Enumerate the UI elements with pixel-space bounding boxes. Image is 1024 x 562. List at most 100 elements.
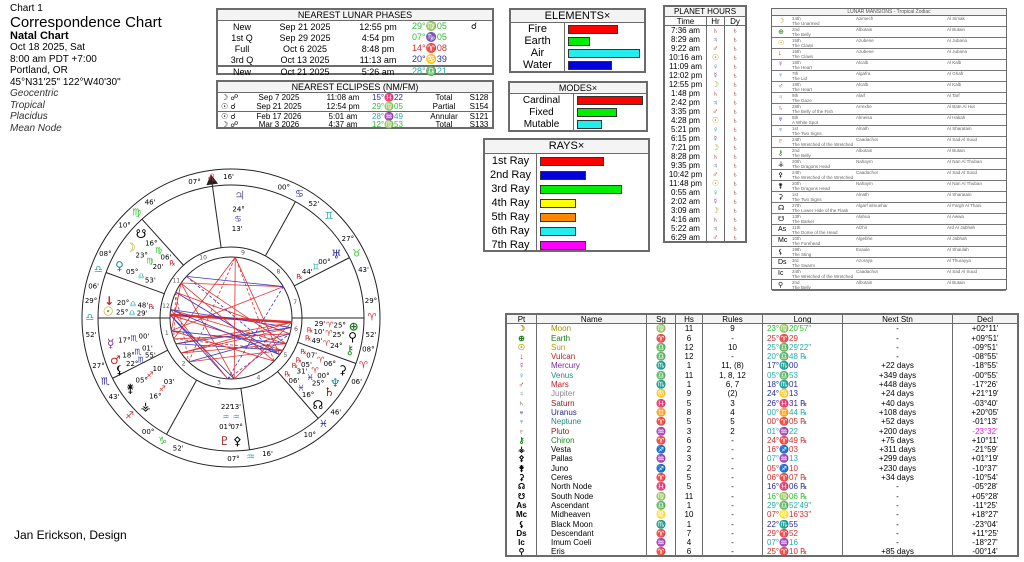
planet-row[interactable]: ⚶ Vesta ♐ 2-16°♐03 +311 days -21°59' [507,445,1017,455]
planet-minutes: 44' [302,268,313,276]
planet-row[interactable]: ♆ Neptune ♈ 5 5 00°♈05 ℞ +52 days -01°13' [507,417,1017,427]
planet-row[interactable]: ☋ South Node ♍ 11-16°♍06 ℞ - +05°28' [507,491,1017,501]
planet-minutes: 00' [139,333,150,341]
mansion-planet-icon: Ic [778,270,784,277]
planet-row[interactable]: ↓ Vulcan ♎ 12-20°♎48 ℞ - -08°55' [507,352,1017,362]
house: 10 [676,510,703,520]
house: 11 [676,370,703,381]
planet-glyph-icon: ☋ [136,227,147,241]
rules: - [703,445,763,455]
planet-row[interactable]: ⚷ Chiron ♈ 6-24°♈49 ℞ +75 days +10°11' [507,435,1017,446]
rays-row: 6th Ray [485,224,648,238]
hour-time: 2:42 pm [665,98,707,107]
planet-row[interactable]: ⚴ Pallas ♒ 3-07°♒13 +299 days +01°19' [507,454,1017,464]
planet-row[interactable]: Ic Imum Coeli ♒ 4-07°♒16- -18°27' [507,538,1017,548]
longitude: 05°♎53 [763,370,843,381]
planet-sign-icon: ♐ [146,370,153,379]
mansion-meaning: The Dragons Head [792,164,831,169]
cusp-degree: 07° [227,455,239,463]
mansion-arabic-name: Al Sharatain [947,126,972,131]
planet-row[interactable]: ♃ Jupiter ♋ 9 (2) 24°♋13 +24 days +21°19' [507,389,1017,399]
declination: +20°05' [971,407,999,417]
planet-degree: 25° [334,322,346,330]
rules: - [703,528,763,539]
modes-row: Fixed [510,106,646,118]
planet-hour-row: 0:55 am ♀ ♄ [665,188,745,197]
lunar-mansion-row: ☊ 27th Algarf almuehar Al Fargh Al Thani The… [772,203,1006,214]
longitude: 25°♈29 [763,333,843,343]
planet-row[interactable]: ♀ Venus ♎ 11 1, 8, 12 05°♎53 +349 days -00°55' [507,370,1017,381]
planet-row[interactable]: ♅ Uranus ♊ 8 4 00°♊44 ℞ +108 days +20°05' [507,407,1017,418]
cusp-degree: 10° [118,221,130,229]
hour-time: 2:02 am [665,197,707,206]
planet-row[interactable]: ☽ Moon ♍ 11 9 23°♍20'57" - +02°11' [507,324,1017,334]
hour-ruler-icon: ☿ [707,134,725,143]
planet-hour-row: 10:16 am ☉ ♄ [665,53,745,62]
phase-time: 5:26 am [361,66,395,77]
phase-time: 8:48 pm [361,43,395,54]
mansion-number: 3rd [792,258,799,263]
cusp-degree: 00° [142,428,154,436]
planet-icon: ♆ [507,417,537,427]
hour-ruler-icon: ♂ [707,44,725,53]
mansion-planet-icon: ⚸ [778,249,784,256]
planet-hour-row: 3:35 pm ♂ ♄ [665,107,745,116]
mansion-meaning: The Unarmed [792,21,820,26]
planet-row[interactable]: ⊕ Earth ♈ 6-25°♈29- +09°51' [507,333,1017,343]
mansion-meaning: The Dome of the Head [792,230,838,235]
planet-degree: 20° [117,299,129,307]
mansion-meaning: The Lid [792,76,808,81]
house: 1 [676,361,703,371]
day-ruler-icon: ♄ [732,44,738,53]
planet-row[interactable]: ♂ Mars ♏ 1 6, 7 18°♏01 +448 days -17°26' [507,380,1017,390]
lunar-mansion-row: ♅ 5th Almeisa Al Hakah A White Spot [772,115,1006,126]
rays-panel[interactable]: RAYS× 1st Ray 2nd Ray 3rd Ray 4th Ray 5th Ra… [483,138,650,252]
planet-row[interactable]: ⚳ Ceres ♈ 5-06°♈07 ℞ +34 days -10°54' [507,473,1017,483]
mansion-planet-icon: ♂ [778,83,784,90]
day-ruler-icon: ♄ [732,188,738,197]
planet-row[interactable]: ☿ Mercury ♏ 1 11, (8) 17°♏00 +22 days -18°55' [507,361,1017,371]
planet-row[interactable]: ⚵ Juno ♐ 2-05°♐10 +230 days -10°37' [507,463,1017,474]
phase-date: Sep 21 2025 [279,21,331,32]
sign-icon: ♌ [647,510,676,520]
hour-ruler-icon: ☉ [707,179,725,188]
sign-icon: ♏ [647,519,676,529]
planet-row[interactable]: ⚸ Black Moon ♏ 1-22°♏55- -23°04' [507,519,1017,529]
rays-bar [540,212,577,222]
next-station: +448 days [843,380,953,390]
modes-panel[interactable]: MODES× Cardinal Fixed Mutable [508,81,648,132]
declination: +18°27' [971,510,999,520]
planet-row[interactable]: ♇ Pluto ♒ 3 2 01°♒22 +200 days -23°32' [507,426,1017,436]
mansion-meaning: The Belly [792,285,811,290]
next-station: +230 days [843,463,953,474]
mansion-meaning: The Forehead [792,241,821,246]
lunar-phases-panel: NEAREST LUNAR PHASES New Sep 21 2025 12:55… [216,8,494,77]
planet-glyph-icon: ⚵ [126,382,135,396]
planet-hour-row: 2:02 am ☿ ♄ [665,197,745,206]
house: 1 [676,500,703,511]
elements-panel[interactable]: ELEMENTS× Fire Earth Air Water [509,8,646,73]
day-ruler-icon: ♄ [732,233,738,242]
cusp-sign-icon: ♌ [207,173,216,184]
planet-row[interactable]: ⚲ Eris ♈ 6-25°♈10 ℞ +85 days -00°14' [507,547,1017,557]
lunar-mansion-row: ♆ 1st Alnath Al Sharatain The Two Signs [772,126,1006,137]
planet-row[interactable]: ☉ Sun ♎ 12 10 25°♎29'22" - -09°51' [507,342,1017,353]
hour-time: 3:35 pm [665,107,707,116]
hour-ruler-icon: ♃ [707,35,725,44]
mansion-arabic-name: Al Shaulah [947,247,969,252]
planet-row[interactable]: ☊ North Node ♓ 5-16°♓06 ℞ - -05°28' [507,482,1017,492]
mansion-arabic-name: Al Jubana [947,38,968,43]
planet-glyph-icon: ☉ [103,305,114,319]
lunar-mansion-row: ↓ 15th Azubene Al Jubana The Claws [772,49,1006,60]
lunar-mansion-row: ⚷ 2nd Albotain Al Butain The Belly [772,148,1006,159]
rules: 2 [703,426,763,436]
eclipses-title: NEAREST ECLIPSES (NM/FM) [218,82,492,93]
planet-row[interactable]: Ds Descendant ♈ 7-29°♈52- +11°25' [507,528,1017,539]
house: 9 [676,389,703,399]
planet-row[interactable]: As Ascendant ♎ 1-29°♎52'49" - -11°25' [507,500,1017,511]
option-node-type: Mean Node [10,122,62,134]
planet-row[interactable]: Mc Midheaven ♌ 10-07°♌16'33" - +18°27' [507,510,1017,520]
planet-hour-row: 6:29 am ♂ ♄ [665,233,745,242]
mansion-planet-icon: ⚲ [778,282,784,289]
planet-row[interactable]: ♄ Saturn ♓ 5 3 26°♓31 ℞ +40 days -03°40' [507,398,1017,408]
